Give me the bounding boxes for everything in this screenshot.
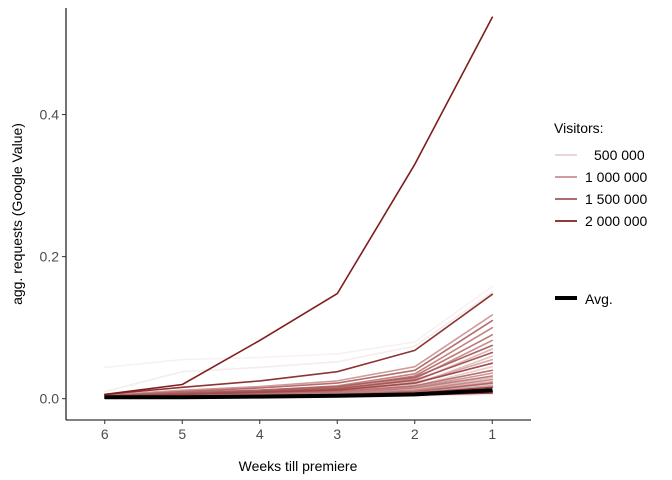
- x-tick-label-4: 4: [256, 426, 264, 442]
- x-axis-title: Weeks till premiere: [239, 458, 358, 474]
- legend-title: Visitors:: [554, 120, 604, 136]
- y-axis-title: agg. requests (Google Value): [9, 123, 25, 305]
- series-line-5: [104, 314, 494, 396]
- x-tick-label-5: 5: [178, 426, 186, 442]
- y-tick-label-0.2: 0.2: [40, 249, 60, 265]
- legend-avg-label: Avg.: [585, 291, 613, 307]
- series-line-15: [104, 362, 494, 398]
- legend-entries: 500 000 1 000 000 1 500 000 2 000 000: [555, 147, 647, 229]
- y-tick-label-0.0: 0.0: [40, 391, 60, 407]
- series-layer: [104, 16, 494, 400]
- legend-label-4: 2 000 000: [585, 213, 647, 229]
- legend-label-3: 1 500 000: [585, 191, 647, 207]
- average-line: [104, 388, 493, 400]
- axes-layer: [65, 8, 531, 421]
- x-tick-label-6: 6: [101, 426, 109, 442]
- x-tick-label-1: 1: [488, 426, 496, 442]
- series-line-6: [104, 319, 494, 397]
- x-tick-label-2: 2: [411, 426, 419, 442]
- series-line-4: [104, 291, 494, 393]
- series-line-3: [104, 285, 494, 369]
- y-tick-label-0.4: 0.4: [40, 107, 60, 123]
- legend-label-1: 500 000: [594, 147, 645, 163]
- ticks-layer: 6 5 4 3 2 1 0.0 0.2 0.4: [40, 107, 497, 442]
- legend-label-2: 1 000 000: [585, 169, 647, 185]
- legend: Visitors: 500 000 1 000 000 1 500 000 2 000…: [554, 120, 647, 307]
- x-tick-label-3: 3: [333, 426, 341, 442]
- series-line-1: [104, 16, 494, 396]
- series-line-2: [104, 293, 494, 396]
